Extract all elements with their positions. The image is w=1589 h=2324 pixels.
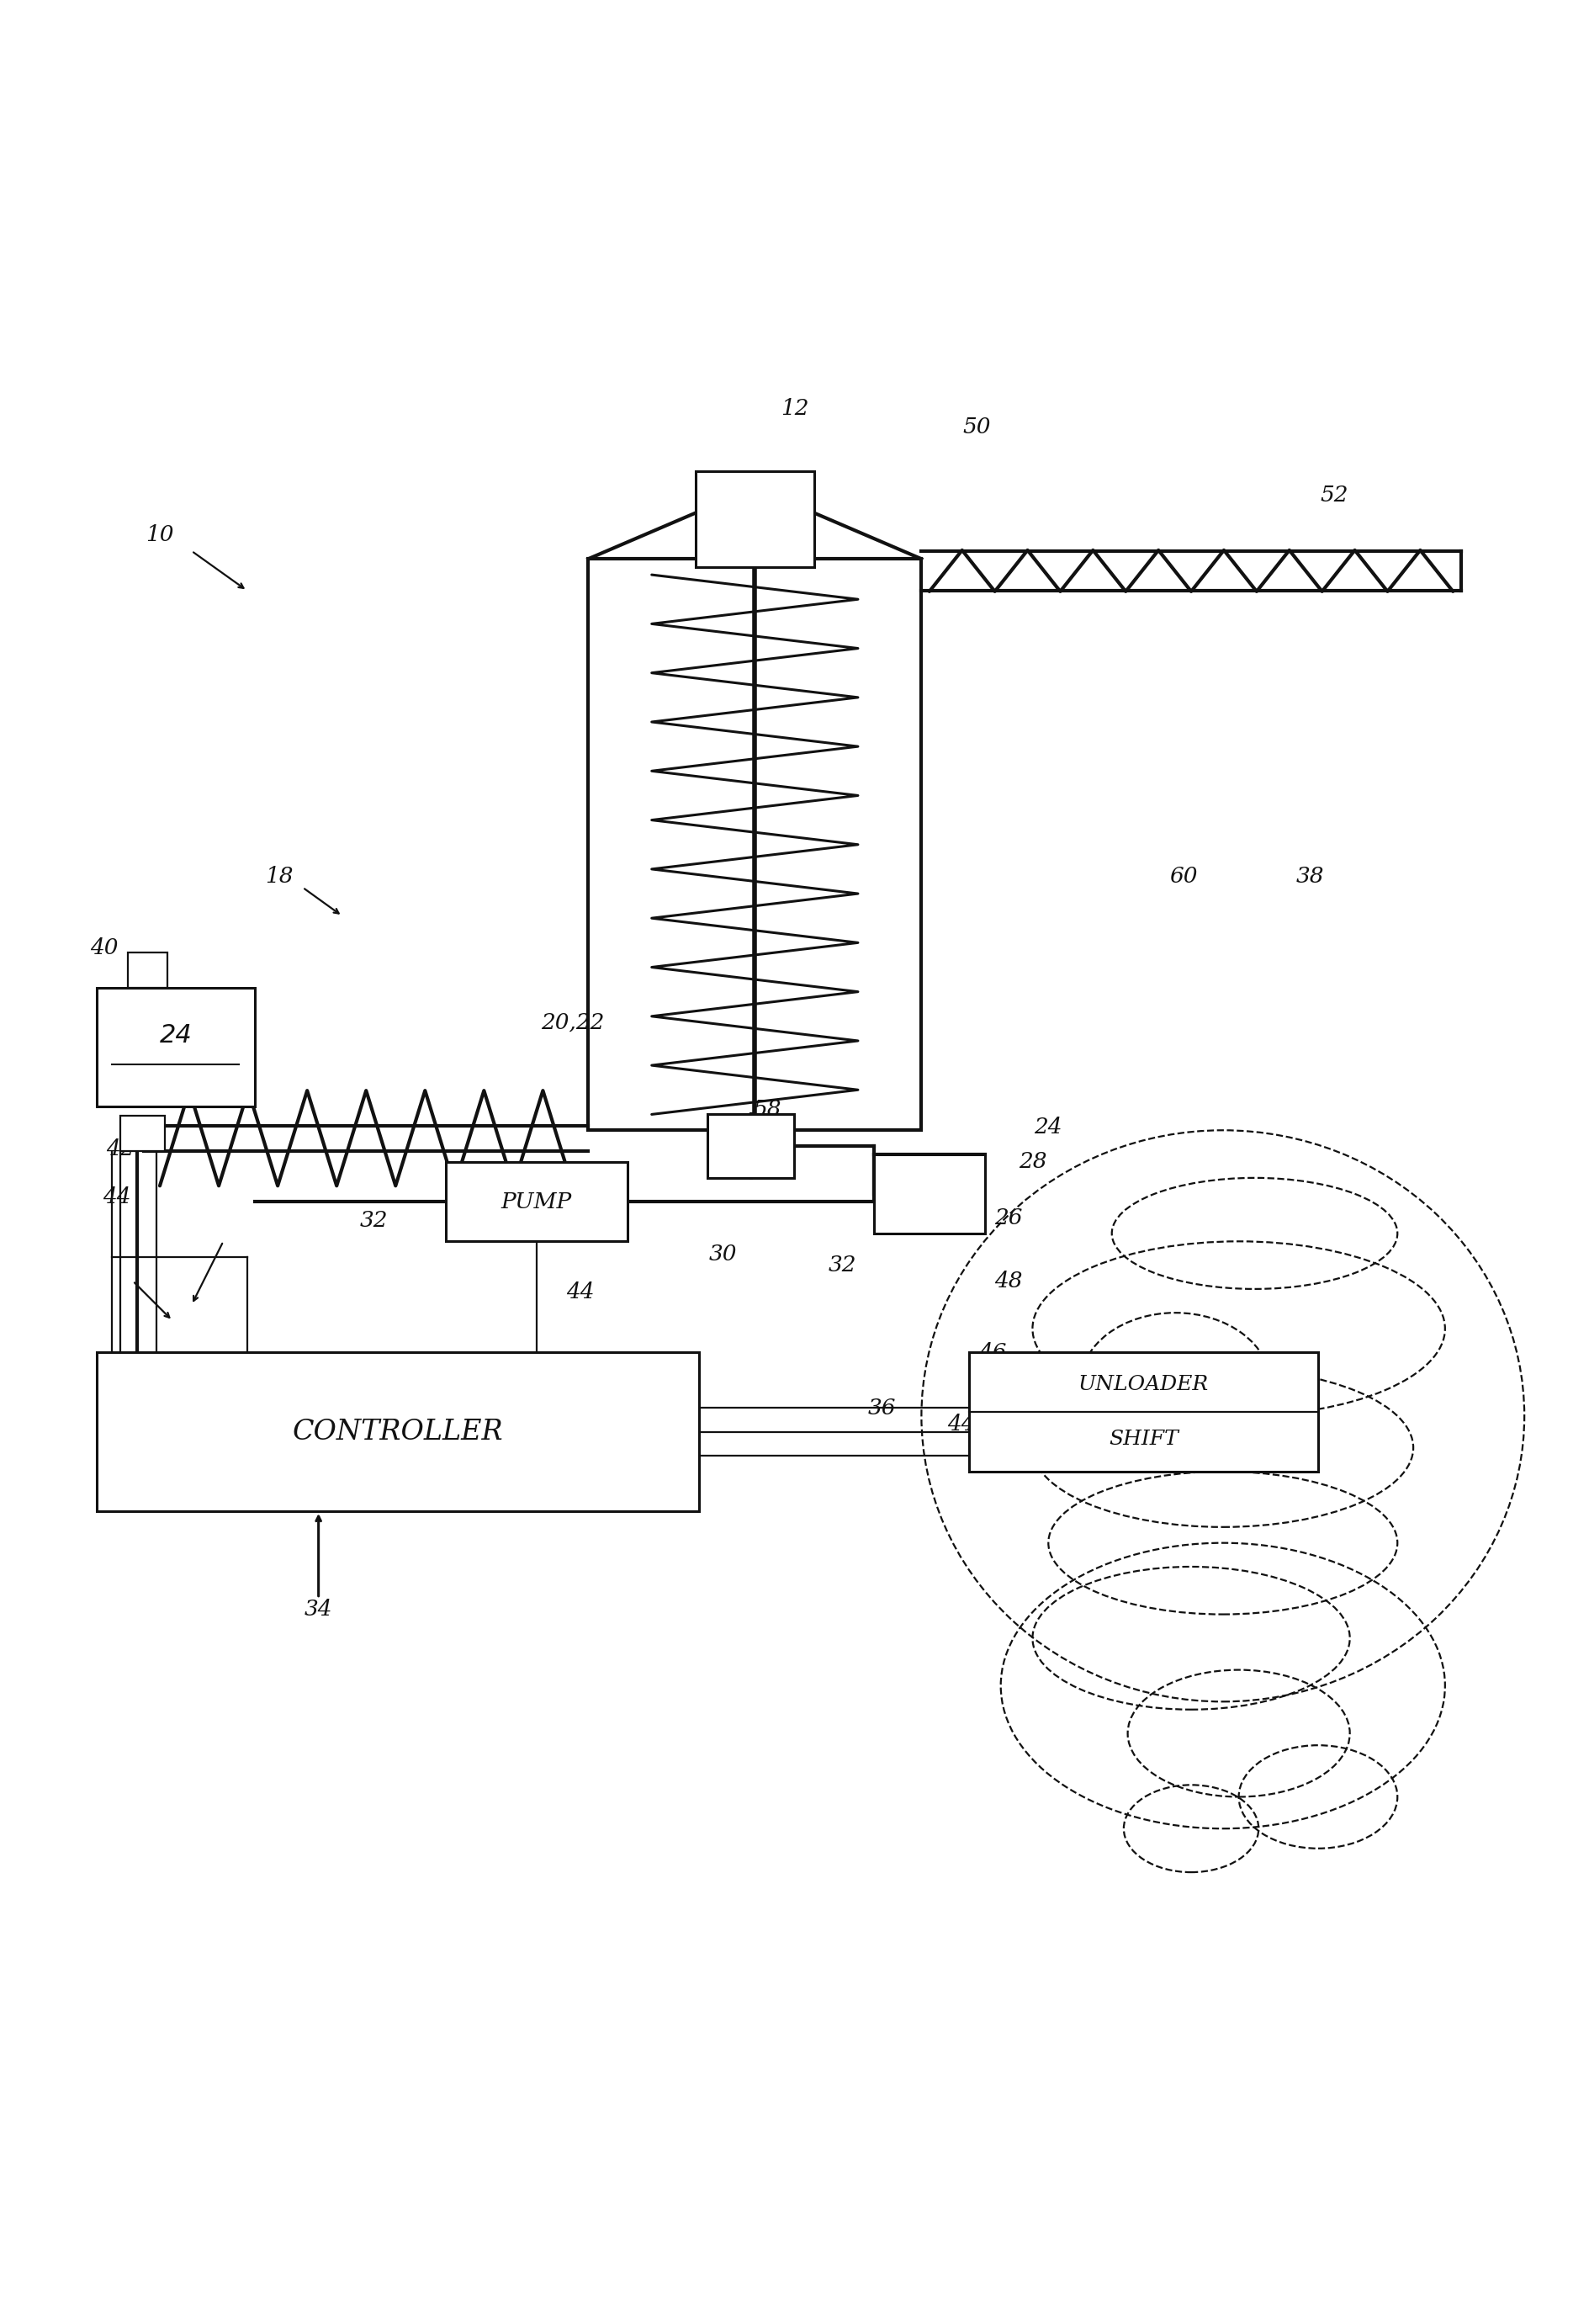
Text: 24: 24: [159, 1023, 192, 1048]
Text: 42: 42: [106, 1139, 133, 1160]
FancyBboxPatch shape: [445, 1162, 628, 1241]
Text: 12: 12: [780, 397, 809, 418]
Text: 18: 18: [265, 867, 292, 888]
Text: 52: 52: [1320, 486, 1347, 507]
FancyBboxPatch shape: [97, 988, 254, 1106]
Text: 40: 40: [91, 937, 119, 957]
FancyBboxPatch shape: [874, 1155, 985, 1234]
FancyBboxPatch shape: [129, 953, 168, 988]
Text: 44: 44: [566, 1281, 594, 1304]
Text: 10: 10: [146, 525, 173, 546]
Text: 28: 28: [1019, 1150, 1047, 1174]
FancyBboxPatch shape: [121, 1116, 165, 1150]
Text: 20,22: 20,22: [540, 1011, 604, 1032]
Text: 34: 34: [305, 1599, 332, 1620]
Text: 32: 32: [828, 1255, 856, 1276]
Text: 36: 36: [868, 1397, 896, 1418]
Text: 38: 38: [1297, 867, 1324, 888]
Text: 46: 46: [979, 1341, 1007, 1362]
Text: 48: 48: [995, 1271, 1023, 1292]
Text: 24: 24: [1034, 1116, 1063, 1139]
Text: 32: 32: [361, 1211, 388, 1232]
Text: UNLOADER: UNLOADER: [1079, 1376, 1209, 1394]
FancyBboxPatch shape: [707, 1116, 794, 1178]
Text: SHIFT: SHIFT: [1109, 1429, 1179, 1450]
FancyBboxPatch shape: [969, 1353, 1319, 1471]
Text: 60: 60: [1170, 867, 1198, 888]
Text: 44: 44: [103, 1185, 130, 1208]
Text: 50: 50: [963, 416, 992, 437]
Text: PUMP: PUMP: [501, 1192, 572, 1213]
Text: 58: 58: [753, 1099, 782, 1120]
FancyBboxPatch shape: [696, 472, 814, 567]
Text: 26: 26: [995, 1206, 1023, 1227]
Text: 30: 30: [709, 1243, 737, 1264]
FancyBboxPatch shape: [97, 1353, 699, 1511]
Text: CONTROLLER: CONTROLLER: [292, 1418, 504, 1446]
Text: 44: 44: [947, 1413, 976, 1434]
